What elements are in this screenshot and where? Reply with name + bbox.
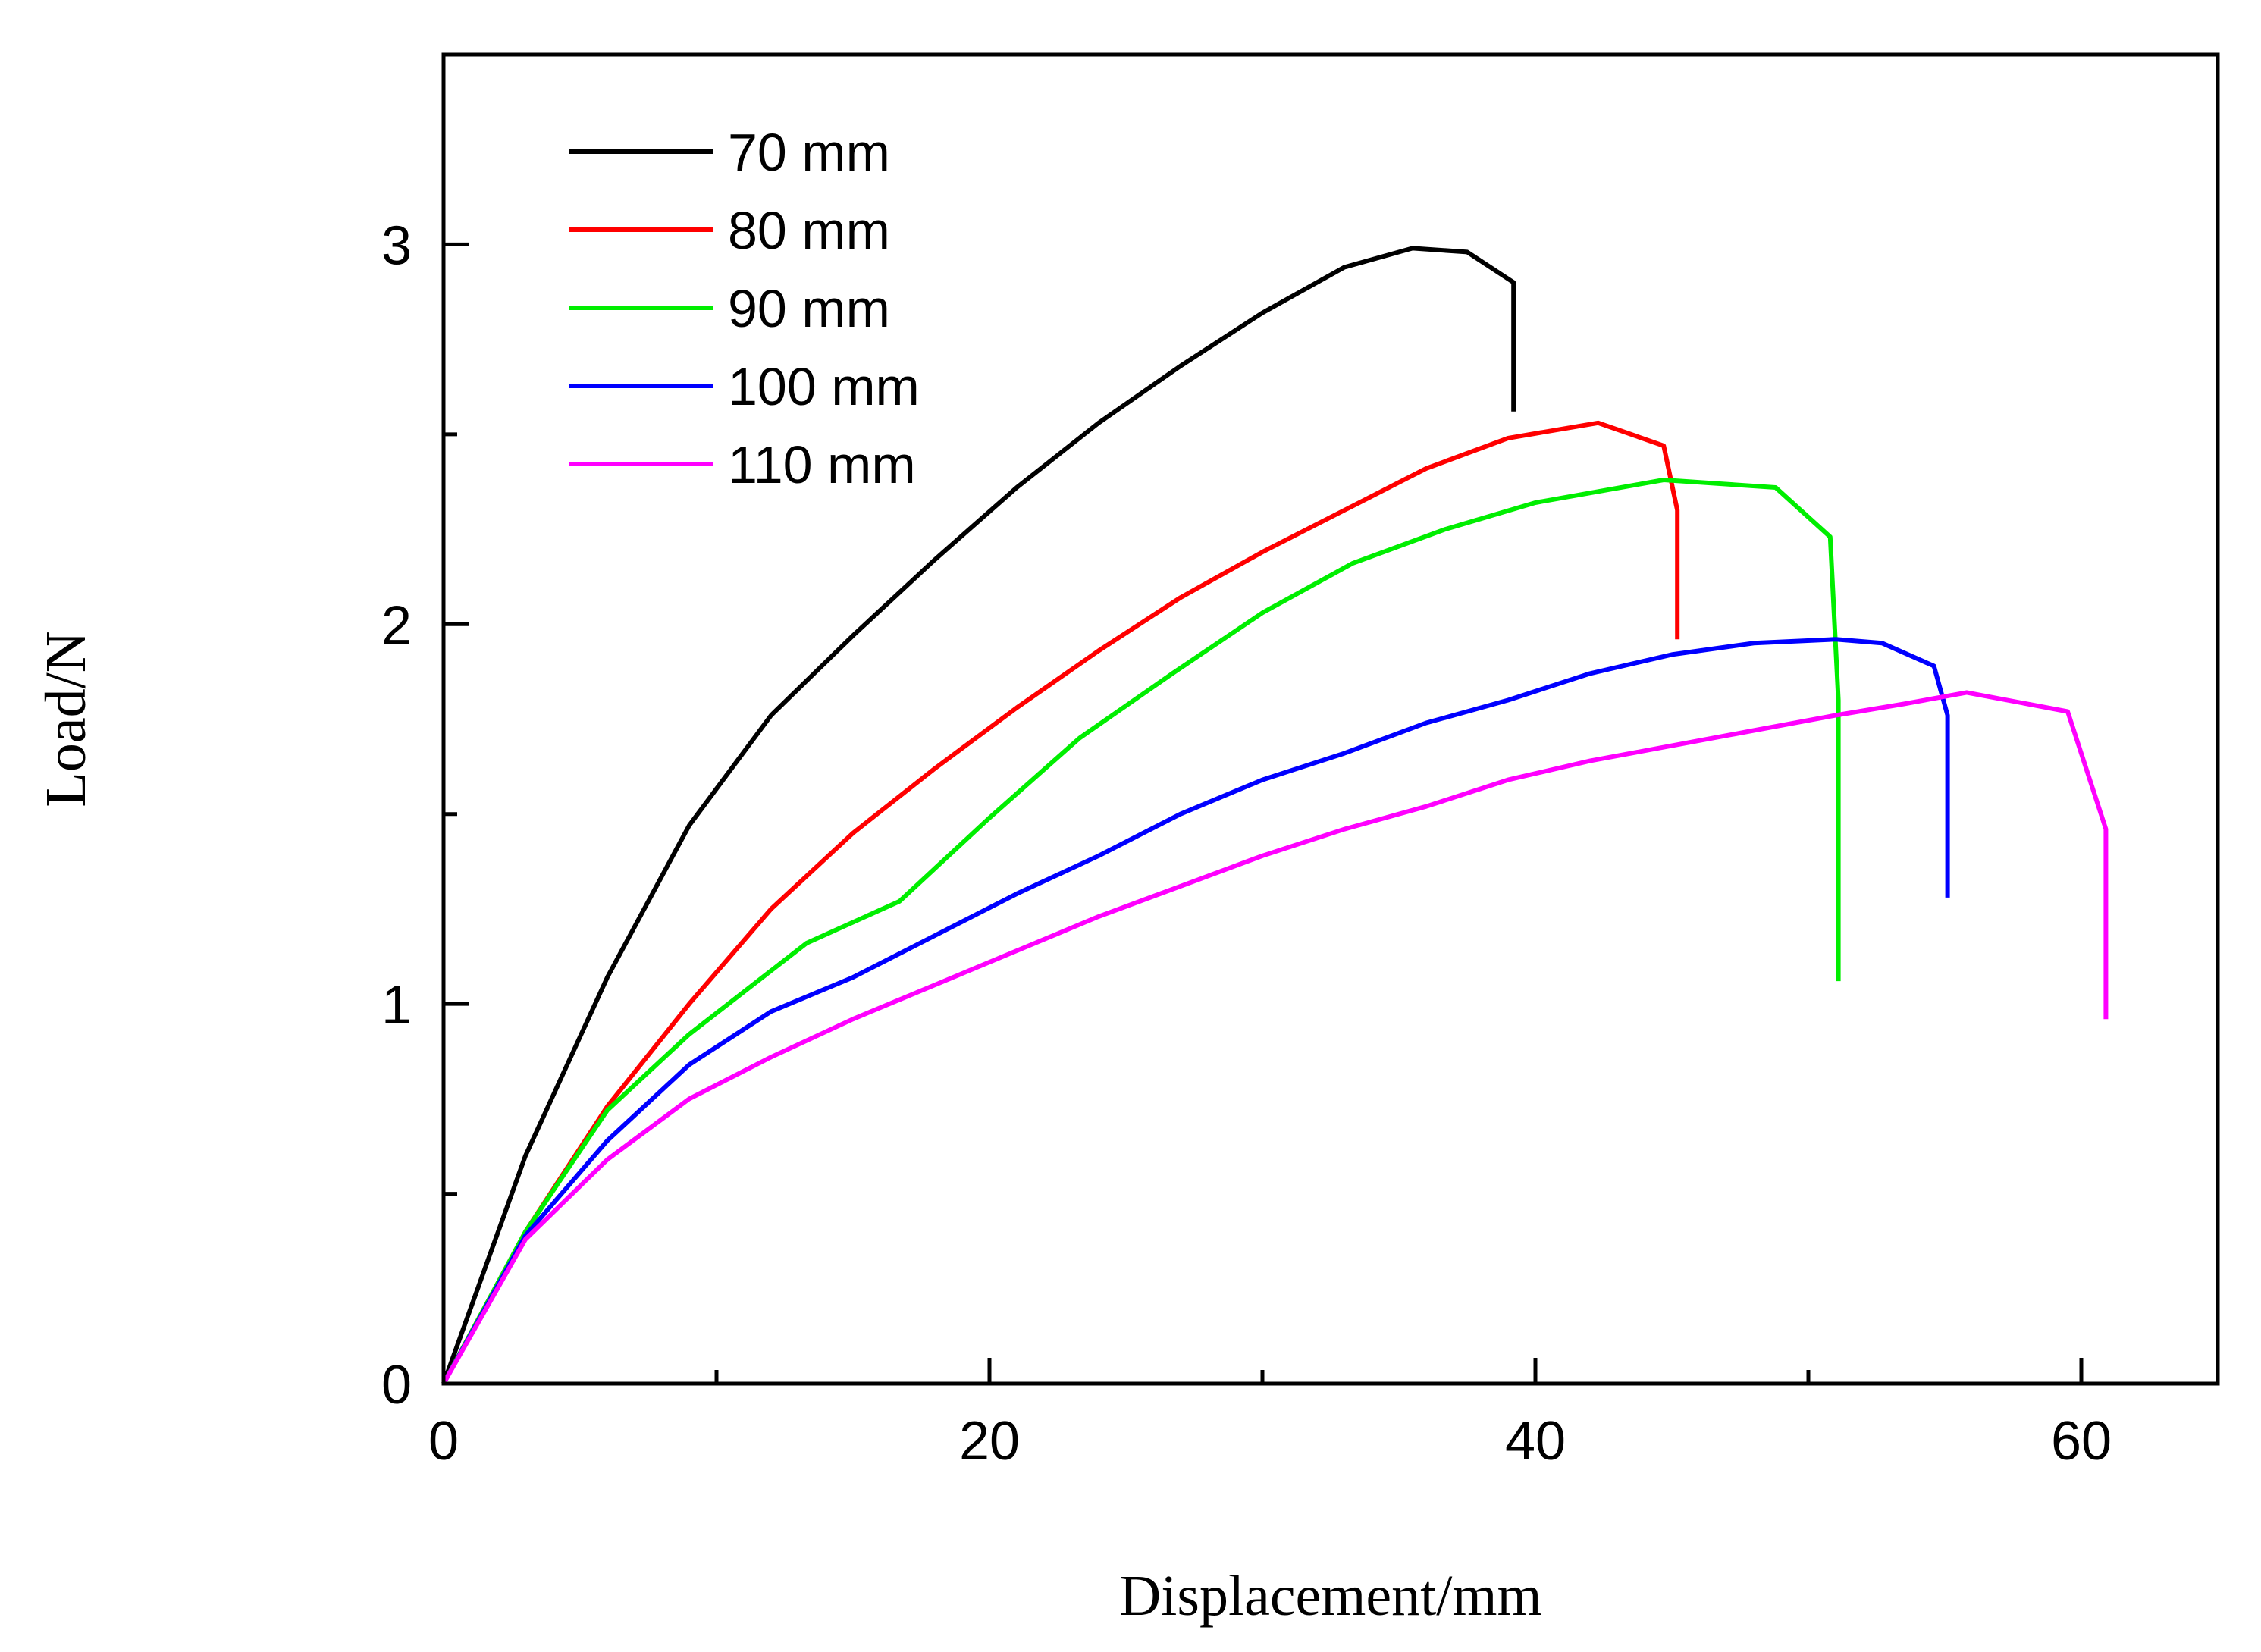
legend-label-90-mm: 90 mm — [728, 279, 890, 338]
y-tick-label: 2 — [381, 595, 412, 656]
y-tick-label: 1 — [381, 975, 412, 1036]
legend-label-100-mm: 100 mm — [728, 357, 920, 416]
legend-label-110-mm: 110 mm — [728, 435, 916, 494]
series-line-70-mm — [441, 246, 1516, 1385]
series-layer — [441, 246, 2109, 1385]
legend-label-80-mm: 80 mm — [728, 201, 890, 260]
x-tick-label: 20 — [959, 1411, 1020, 1472]
x-axis-title: Displacement/mm — [1119, 1564, 1541, 1628]
series-line-100-mm — [441, 637, 1950, 1385]
y-tick-label: 3 — [381, 215, 412, 276]
legend-label-70-mm: 70 mm — [728, 123, 890, 182]
y-tick-label: 0 — [381, 1355, 412, 1415]
plot-frame — [441, 52, 2220, 1386]
x-tick-label: 60 — [2051, 1411, 2112, 1472]
legend: 70 mm 80 mm 90 mm 100 mm 110 mm — [569, 123, 920, 494]
x-tick-label: 40 — [1505, 1411, 1566, 1472]
ticks-layer: 0 20 40 60 0 1 2 3 — [381, 215, 2112, 1472]
x-tick-label: 0 — [428, 1411, 459, 1472]
series-line-90-mm — [441, 478, 1841, 1385]
y-axis-title: Load/N — [34, 631, 98, 807]
series-line-110-mm — [441, 690, 2109, 1385]
series-line-80-mm — [441, 420, 1680, 1385]
